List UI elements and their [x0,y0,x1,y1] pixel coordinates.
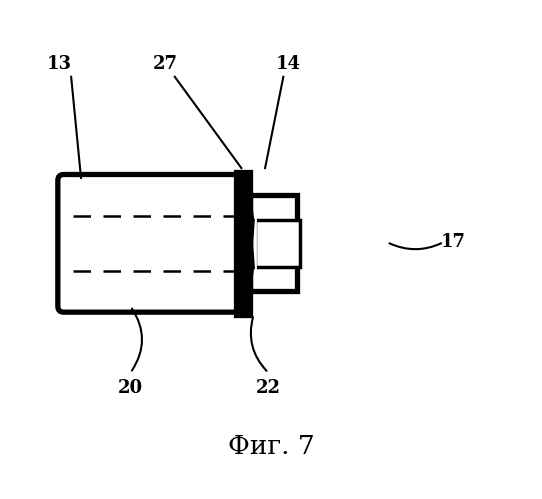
Text: 27: 27 [152,55,177,73]
FancyBboxPatch shape [236,172,250,315]
Text: Фиг. 7: Фиг. 7 [228,434,314,460]
FancyBboxPatch shape [58,175,245,312]
Polygon shape [254,210,256,276]
Text: 22: 22 [256,379,281,397]
Text: 17: 17 [441,233,466,251]
Text: 14: 14 [276,55,301,73]
Text: 20: 20 [118,379,143,397]
Text: 13: 13 [46,55,72,73]
FancyBboxPatch shape [250,195,297,291]
FancyBboxPatch shape [255,220,300,267]
Polygon shape [250,195,256,291]
